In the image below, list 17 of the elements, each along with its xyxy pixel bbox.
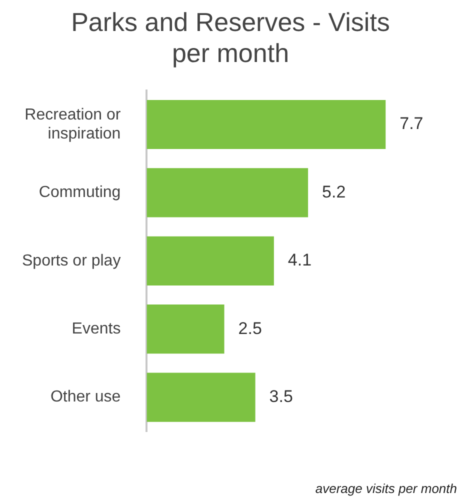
text: average visits per month xyxy=(315,480,457,496)
data-label: 5.2 xyxy=(322,182,346,202)
bar xyxy=(146,372,256,422)
chart-title: Parks and Reserves - Visits per month xyxy=(71,6,390,68)
data-label: 2.5 xyxy=(238,318,262,338)
y-tick-label: Commuting xyxy=(38,184,121,202)
data-label: 3.5 xyxy=(269,386,293,406)
data-label: 7.7 xyxy=(400,114,424,134)
bar xyxy=(146,304,224,354)
bar xyxy=(146,236,274,286)
y-tick-label: Other use xyxy=(50,388,121,406)
y-tick-label: Events xyxy=(72,320,121,338)
y-tick-label: Recreation or inspiration xyxy=(24,106,122,143)
y-tick-label: Sports or play xyxy=(22,252,121,270)
data-label: 4.1 xyxy=(288,250,312,270)
bar xyxy=(146,168,308,218)
bar xyxy=(146,100,386,150)
